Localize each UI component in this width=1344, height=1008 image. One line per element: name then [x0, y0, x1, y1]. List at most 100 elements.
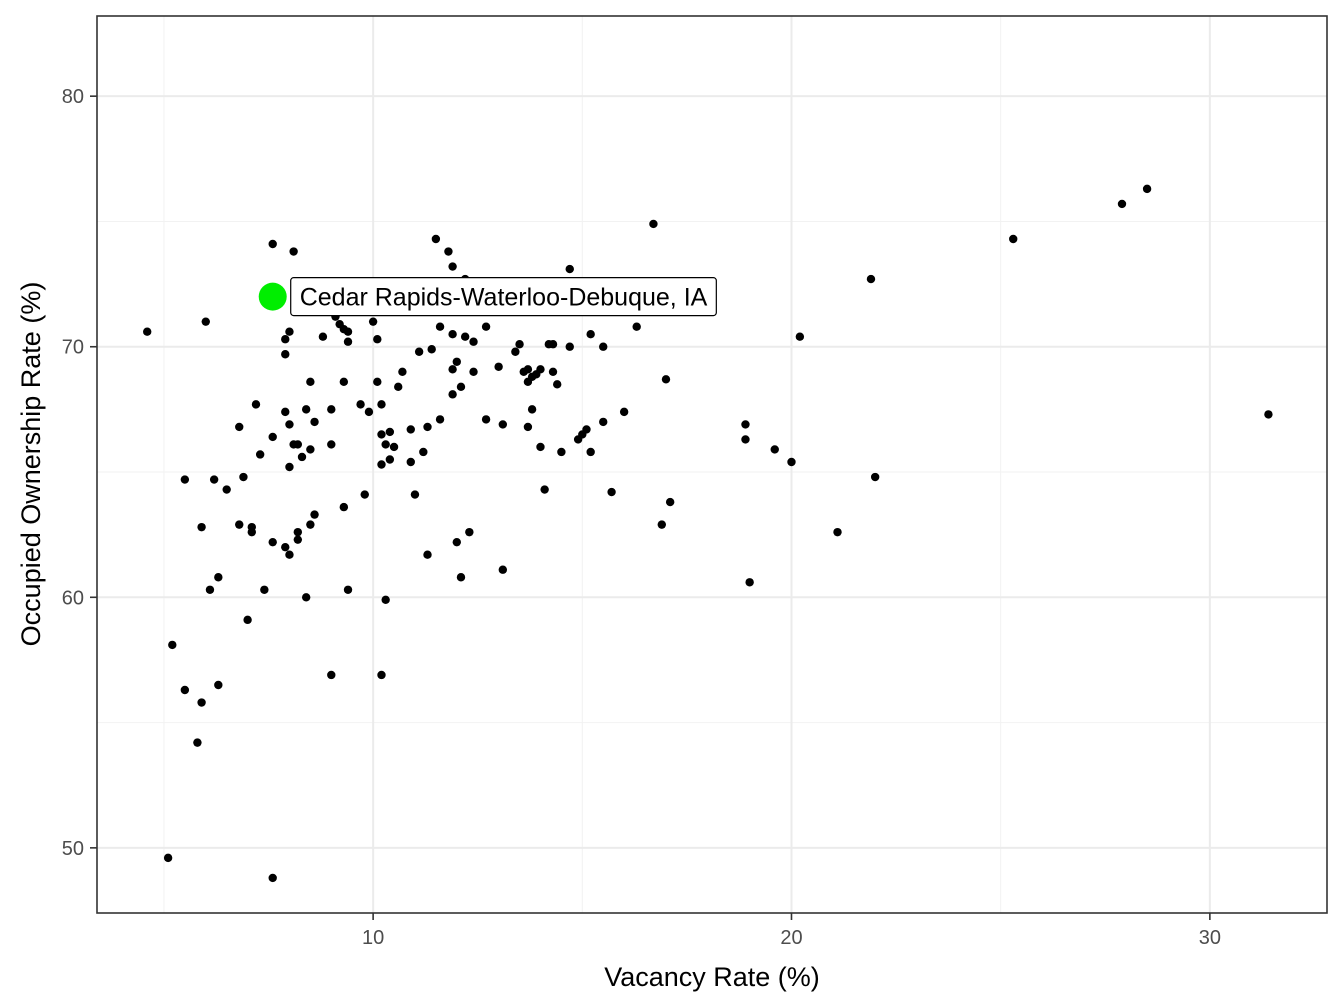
data-point: [394, 382, 403, 392]
x-axis-title: Vacancy Rate (%): [604, 962, 820, 992]
data-point: [251, 400, 261, 409]
data-point: [389, 442, 399, 452]
data-point: [377, 460, 386, 469]
data-point: [268, 432, 277, 442]
data-point: [268, 537, 277, 547]
data-point: [239, 472, 248, 482]
data-point: [293, 440, 303, 449]
y-tick-label: 80: [62, 86, 84, 108]
highlight-label: Cedar Rapids-Waterloo-Debuque, IA: [300, 284, 708, 312]
data-point: [327, 670, 336, 680]
data-point: [285, 462, 294, 472]
data-point: [197, 522, 206, 532]
data-point: [419, 447, 428, 457]
data-point: [301, 405, 311, 414]
data-point: [297, 452, 307, 462]
data-point: [205, 585, 215, 594]
data-point: [414, 347, 424, 356]
data-point: [281, 407, 290, 417]
x-tick-label: 10: [362, 927, 384, 949]
callout-box: [290, 277, 717, 317]
data-point: [536, 442, 545, 452]
data-point: [599, 417, 608, 427]
data-point: [373, 335, 382, 344]
data-point: [456, 573, 466, 582]
data-point: [301, 593, 311, 602]
data-point: [435, 415, 445, 424]
data-point: [306, 445, 315, 454]
data-point: [285, 327, 294, 336]
data-point: [143, 327, 152, 336]
data-point: [540, 485, 549, 494]
data-point: [557, 447, 566, 457]
data-point: [410, 490, 420, 499]
data-point: [360, 490, 369, 499]
data-point: [460, 332, 470, 341]
data-point: [385, 427, 395, 437]
data-point: [431, 234, 441, 244]
y-tick-label: 60: [62, 587, 84, 609]
data-point: [565, 342, 574, 351]
data-point: [293, 527, 303, 537]
data-point: [523, 365, 533, 374]
plot-panel: [97, 16, 1327, 913]
data-point: [498, 565, 508, 574]
data-point: [632, 322, 641, 331]
data-point: [381, 595, 390, 605]
data-point: [281, 335, 290, 344]
data-point: [427, 345, 436, 354]
data-point: [339, 377, 349, 387]
data-point: [180, 475, 190, 484]
data-point: [423, 550, 432, 559]
data-point: [1117, 199, 1127, 209]
data-point: [741, 420, 750, 429]
data-point: [657, 520, 666, 529]
data-point: [310, 510, 319, 519]
data-point: [448, 390, 457, 399]
data-point: [599, 342, 608, 351]
data-point: [310, 417, 319, 427]
data-point: [586, 447, 595, 457]
axes: 10 20 30 50 60 70 80: [62, 86, 1221, 949]
data-point: [168, 640, 177, 650]
data-point: [494, 362, 503, 371]
data-point: [548, 367, 558, 376]
data-point: [243, 615, 252, 625]
data-point: [343, 327, 353, 336]
data-point: [281, 542, 290, 552]
data-point: [377, 430, 386, 439]
data-point: [586, 330, 595, 339]
data-point: [795, 332, 805, 341]
data-point: [327, 440, 336, 449]
plot-border: [96, 15, 1328, 914]
data-point: [866, 274, 876, 284]
data-point: [193, 738, 202, 747]
data-point: [214, 573, 223, 582]
data-point: [406, 457, 415, 467]
data-point: [527, 405, 537, 414]
data-point: [448, 330, 457, 339]
data-point: [833, 527, 842, 537]
data-point: [293, 535, 303, 544]
y-axis-title: Occupied Ownership Rate (%): [16, 282, 46, 647]
data-point: [327, 405, 336, 414]
data-point: [377, 400, 386, 409]
data-point: [1009, 234, 1018, 244]
data-point: [565, 264, 574, 274]
data-point: [665, 497, 675, 507]
data-point: [306, 377, 315, 387]
data-point: [448, 365, 457, 374]
data-point: [469, 367, 478, 376]
data-point: [377, 670, 386, 680]
data-point: [343, 585, 353, 594]
x-tick-label: 30: [1199, 927, 1221, 949]
x-tick-label: 20: [780, 927, 802, 949]
data-point: [548, 340, 558, 349]
data-point: [201, 317, 210, 326]
data-point: [741, 435, 750, 444]
data-point: [197, 698, 206, 707]
highlight-point: [258, 282, 287, 311]
data-point: [444, 247, 453, 256]
data-point: [385, 455, 395, 464]
